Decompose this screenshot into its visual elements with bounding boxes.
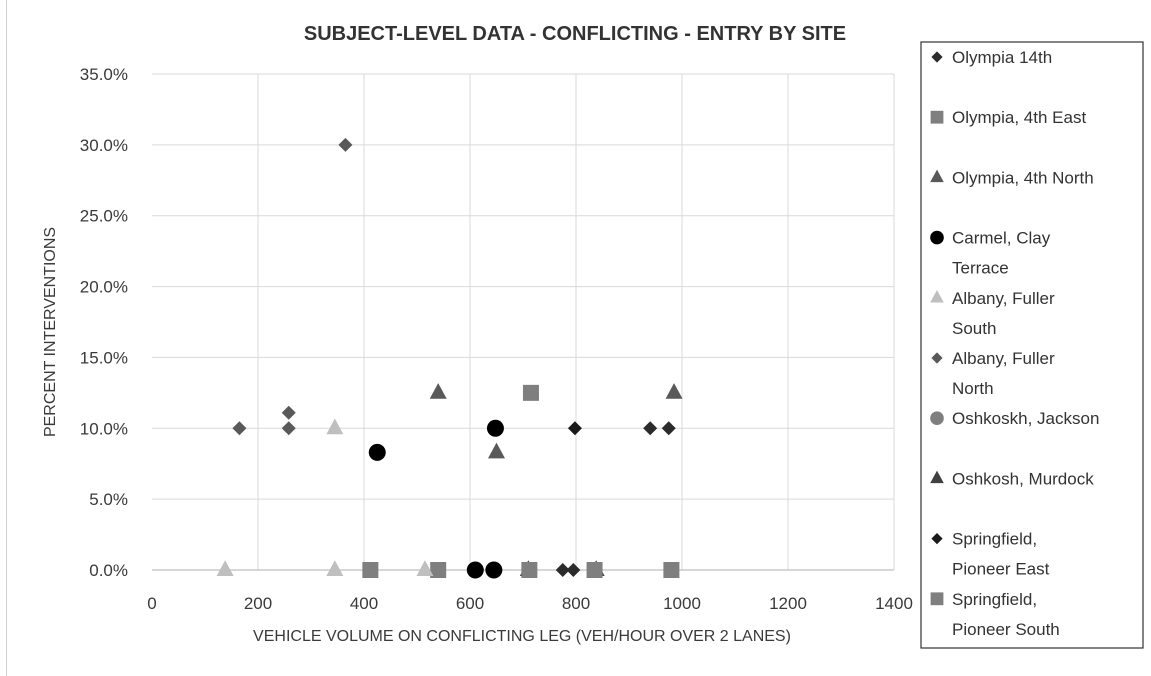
- data-point: [663, 562, 680, 578]
- data-point: [326, 418, 344, 435]
- legend-label: Springfield,: [952, 590, 1037, 609]
- legend-label: Albany, Fuller: [952, 289, 1055, 308]
- x-tick-label: 1000: [663, 594, 701, 613]
- y-tick-label: 15.0%: [80, 348, 128, 367]
- legend-label: Carmel, Clay: [952, 229, 1051, 248]
- data-point: [665, 383, 683, 399]
- data-point: [416, 560, 434, 576]
- legend-marker: [930, 411, 944, 426]
- y-axis-title: PERCENT INTERVENTIONS: [42, 227, 59, 437]
- y-tick-label: 10.0%: [80, 419, 128, 438]
- data-point: [466, 561, 484, 579]
- data-point: [486, 419, 504, 437]
- y-tick-label: 5.0%: [89, 490, 128, 509]
- data-point: [586, 562, 603, 578]
- legend-items: Olympia 14th Olympia, 4th East Olympia, 4t…: [930, 48, 1099, 639]
- data-point: [429, 383, 447, 399]
- x-tick-label: 400: [350, 594, 378, 613]
- chart-title: SUBJECT-LEVEL DATA - CONFLICTING - ENTRY…: [304, 23, 846, 45]
- data-point: [216, 560, 234, 576]
- legend: Olympia 14th Olympia, 4th East Olympia, 4t…: [920, 41, 1144, 649]
- data-point: [430, 562, 447, 578]
- y-tick-label: 25.0%: [80, 207, 128, 226]
- legend-label: Olympia, 4th North: [952, 168, 1094, 187]
- data-point: [566, 563, 581, 577]
- data-point: [362, 562, 379, 578]
- legend-label: Pioneer South: [952, 620, 1060, 639]
- data-point: [281, 421, 296, 436]
- data-point: [485, 561, 503, 579]
- x-tick-label: 1200: [769, 594, 807, 613]
- legend-marker: [931, 533, 943, 545]
- data-point: [567, 421, 582, 436]
- data-point: [555, 563, 570, 577]
- x-axis-title: VEHICLE VOLUME ON CONFLICTING LEG (VEH/H…: [253, 628, 791, 645]
- data-point: [661, 421, 676, 436]
- x-tick-label: 0: [147, 594, 156, 613]
- data-point: [326, 560, 344, 576]
- legend-box: [920, 41, 1144, 649]
- legend-marker: [930, 169, 944, 183]
- y-tick-label: 35.0%: [80, 65, 128, 84]
- y-tick-label: 0.0%: [89, 561, 128, 580]
- legend-label: South: [952, 319, 996, 338]
- x-tick-label: 600: [456, 594, 484, 613]
- data-point: [232, 421, 247, 436]
- legend-marker: [930, 470, 944, 484]
- legend-label: Olympia, 4th East: [952, 108, 1086, 127]
- data-points: [216, 137, 683, 579]
- legend-marker: [931, 352, 943, 364]
- x-tick-label: 200: [244, 594, 272, 613]
- tick-labels: 0 200 400 600 800 1000 1200 1400 0.0% 5.0% 10.0% 15…: [80, 65, 913, 613]
- legend-marker: [931, 51, 943, 63]
- legend-label: Albany, Fuller: [952, 349, 1055, 368]
- data-point: [522, 384, 539, 401]
- x-tick-label: 1400: [875, 594, 913, 613]
- legend-label: Pioneer East: [952, 560, 1050, 579]
- legend-label: North: [952, 379, 994, 398]
- data-point: [488, 442, 505, 459]
- legend-marker: [930, 592, 944, 606]
- legend-label: Oshkoskh, Jackson: [952, 409, 1099, 428]
- legend-marker: [930, 289, 944, 303]
- legend-marker: [930, 230, 944, 245]
- data-point: [521, 562, 538, 578]
- data-point: [368, 443, 386, 461]
- legend-label: Olympia 14th: [952, 48, 1052, 67]
- grid: [152, 73, 895, 570]
- x-tick-label: 800: [562, 594, 590, 613]
- data-point: [338, 137, 353, 152]
- data-point: [281, 405, 296, 420]
- legend-label: Springfield,: [952, 530, 1037, 549]
- legend-marker: [930, 110, 944, 124]
- legend-label: Terrace: [952, 259, 1009, 278]
- y-tick-label: 20.0%: [80, 278, 128, 297]
- data-point: [643, 421, 658, 436]
- y-tick-label: 30.0%: [80, 136, 128, 155]
- legend-label: Oshkosh, Murdock: [952, 469, 1094, 488]
